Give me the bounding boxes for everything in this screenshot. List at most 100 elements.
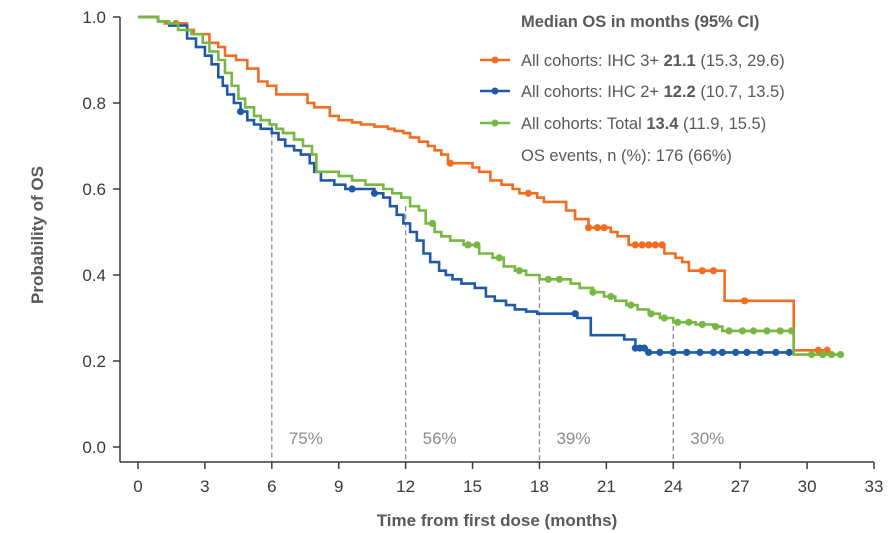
x-tick-label: 15 — [463, 477, 482, 496]
censor-marker — [698, 267, 706, 275]
censor-marker — [732, 348, 740, 356]
censor-marker — [584, 224, 593, 232]
x-tick-label: 21 — [597, 477, 616, 496]
censor-marker — [589, 288, 597, 296]
censor-marker — [645, 348, 653, 356]
x-tick-label: 30 — [798, 477, 817, 496]
landmark-lines: 75% 56% 39% 30% — [271, 124, 724, 462]
censor-marker — [772, 348, 780, 356]
legend-prefix-ihc2: All cohorts: IHC 2+ — [521, 83, 664, 101]
censor-marker — [640, 344, 648, 352]
series-lines — [138, 15, 845, 359]
censor-marker — [660, 314, 668, 322]
censor-marker — [446, 159, 454, 167]
legend-marker-total — [491, 119, 499, 127]
legend-prefix-total: All cohorts: Total — [521, 115, 646, 133]
legend-ci-ihc3: (15.3, 29.6) — [696, 52, 785, 70]
censor-marker — [836, 350, 845, 359]
legend-prefix-ihc3: All cohorts: IHC 3+ — [521, 52, 664, 70]
series-total — [138, 15, 845, 359]
y-tick-label: 0.4 — [82, 266, 106, 285]
landmark-label: 39% — [556, 429, 590, 448]
censor-marker — [638, 241, 646, 249]
censor-marker — [428, 219, 436, 227]
censor-marker — [651, 241, 660, 249]
landmark-label: 75% — [289, 429, 323, 448]
legend-ci-ihc2: (10.7, 13.5) — [696, 83, 785, 101]
legend-os-events: OS events, n (%): 176 (66%) — [521, 147, 732, 165]
censor-marker — [709, 348, 718, 356]
landmark-label: 56% — [423, 429, 457, 448]
censor-marker — [631, 241, 639, 249]
legend-ci-total: (11.9, 15.5) — [678, 115, 766, 133]
y-tick-label: 1.0 — [82, 8, 106, 27]
censor-marker — [828, 350, 836, 359]
censor-marker — [370, 189, 379, 197]
legend-label-ihc3: All cohorts: IHC 3+ 21.1 (15.3, 29.6) — [521, 52, 785, 70]
censor-marker — [814, 346, 822, 354]
x-tick-label: 24 — [664, 477, 683, 496]
y-axis-title: Probability of OS — [28, 166, 47, 304]
censor-marker — [763, 327, 771, 335]
censor-marker — [685, 318, 693, 326]
x-tick-label: 3 — [200, 477, 209, 496]
censor-marker — [555, 275, 564, 283]
censor-marker — [819, 350, 827, 359]
legend-marker-ihc3 — [491, 56, 499, 64]
series-ihc2 — [138, 15, 793, 356]
legend-label-total: All cohorts: Total 13.4 (11.9, 15.5) — [521, 115, 766, 133]
censor-marker — [656, 348, 664, 356]
censor-marker — [600, 224, 608, 232]
x-axis-title: Time from first dose (months) — [377, 511, 618, 530]
censor-marker — [709, 267, 718, 275]
legend-median-ihc3: 21.1 — [664, 52, 696, 70]
series-line — [138, 15, 830, 352]
axes — [119, 17, 874, 463]
x-tick-label: 6 — [267, 477, 276, 496]
x-tick-label: 18 — [530, 477, 549, 496]
censor-marker — [785, 348, 793, 356]
censor-marker — [718, 348, 726, 356]
x-tick-label: 0 — [133, 477, 142, 496]
censor-marker — [647, 310, 655, 318]
censor-marker — [756, 348, 764, 356]
legend-median-total: 13.4 — [646, 115, 679, 133]
censor-marker — [593, 224, 602, 232]
censor-marker — [683, 348, 691, 356]
legend-label-ihc2: All cohorts: IHC 2+ 12.2 (10.7, 13.5) — [521, 83, 785, 101]
censor-marker — [348, 185, 356, 193]
y-tick-label: 0.2 — [82, 352, 106, 371]
censor-marker — [544, 275, 552, 283]
censor-marker — [749, 327, 758, 335]
legend-title: Median OS in months (95% CI) — [521, 13, 759, 31]
y-tick-label: 0.6 — [82, 180, 106, 199]
y-tick-label: 0.0 — [82, 438, 106, 457]
censor-marker — [473, 241, 481, 249]
censor-marker — [698, 320, 706, 329]
censor-marker — [712, 323, 720, 331]
censor-marker — [236, 108, 245, 116]
censor-marker — [524, 189, 532, 197]
censor-marker — [645, 241, 653, 249]
series-line — [138, 15, 841, 356]
censor-marker — [571, 310, 579, 318]
censor-marker — [627, 301, 635, 309]
censor-marker — [743, 348, 751, 356]
censor-marker — [464, 241, 472, 249]
censor-marker — [776, 327, 784, 335]
censor-marker — [741, 297, 749, 305]
axis-ticks: 0.0 0.2 0.4 0.6 0.8 1.0 0 3 6 9 12 15 18 21 24 27 30 33 — [82, 8, 883, 496]
x-tick-label: 9 — [334, 477, 343, 496]
legend: Median OS in months (95% CI) All cohorts… — [480, 13, 785, 165]
censor-marker — [674, 318, 682, 326]
x-tick-label: 27 — [731, 477, 750, 496]
x-tick-label: 12 — [396, 477, 415, 496]
x-tick-label: 33 — [865, 477, 884, 496]
censor-marker — [669, 348, 677, 356]
censor-marker — [607, 292, 615, 301]
landmark-label: 30% — [690, 429, 724, 448]
censor-marker — [807, 350, 816, 359]
censor-marker — [725, 327, 733, 335]
censor-marker — [823, 346, 831, 354]
